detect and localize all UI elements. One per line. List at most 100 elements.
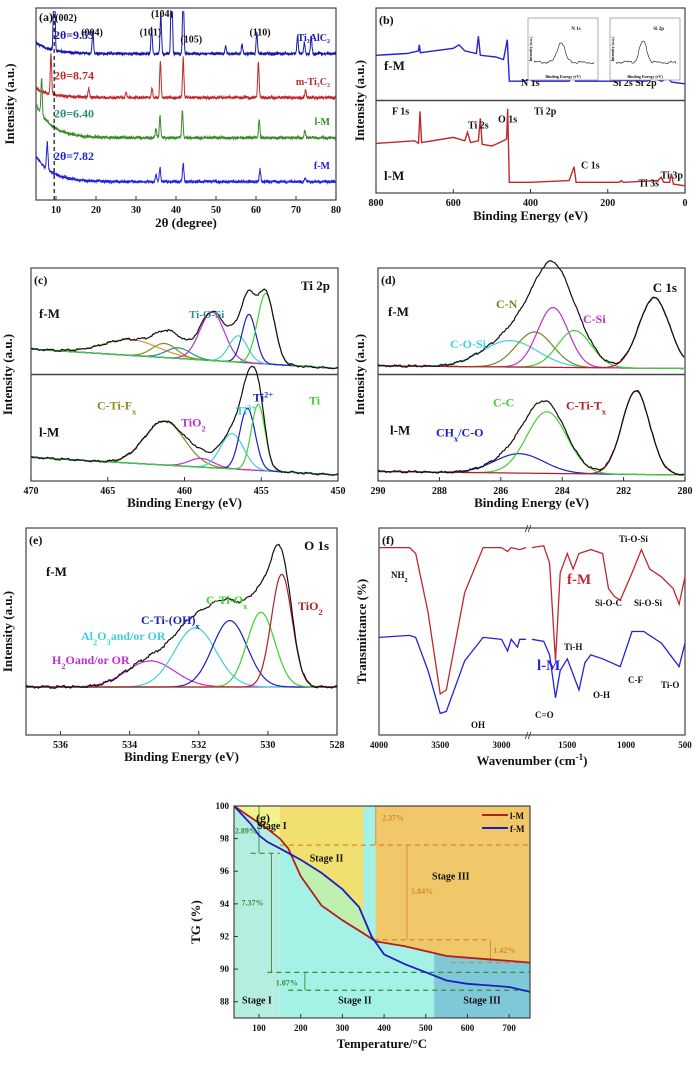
xps-annotation: O 1s	[498, 115, 517, 126]
panel-label-g: (g)	[256, 811, 270, 825]
x-tick-label: 700	[502, 1023, 516, 1033]
ftir-annotation: Ti-O	[661, 680, 679, 690]
ftir-l-M-right	[531, 630, 686, 698]
o1s-f-M-envelope	[25, 543, 338, 690]
x-axis-label: Binding Energy (eV)	[124, 749, 239, 764]
y-tick-label: 88	[220, 997, 230, 1007]
c1s-f-M-envelope	[377, 260, 685, 368]
peak-label: Ti3+	[236, 403, 256, 418]
xrd-annotation: (110)	[249, 27, 270, 38]
x-tick-label: 50	[211, 205, 221, 216]
y-tick-label: 100	[216, 801, 230, 811]
ftir-annotation: O-H	[593, 690, 610, 700]
sample-label-l-M: l-M	[384, 168, 404, 183]
y-tick-label: 90	[220, 964, 230, 974]
xrd-series-f-M	[35, 141, 337, 185]
mass-loss-label: 7.37%	[242, 898, 264, 907]
peak-label: C-Ti-Tx	[566, 399, 607, 417]
y-tick-label: 92	[220, 931, 230, 941]
x-tick-label: 282	[616, 486, 631, 497]
ftir-annotation: C-F	[628, 675, 643, 685]
panel-label-c: (c)	[34, 273, 47, 287]
peak-label: Ti	[309, 394, 321, 408]
mass-loss-label: 2.89%	[235, 827, 257, 836]
x-axis-label: Binding Energy (eV)	[127, 495, 242, 510]
peak-label: C-Ti-Ox	[206, 593, 248, 611]
xrd-series-m-Ti3C2	[35, 53, 337, 101]
xrd-series-label: l-M	[314, 117, 330, 128]
xrd-frame	[35, 7, 337, 201]
sample-label-f-M: f-M	[388, 304, 409, 319]
xrd-annotation: (004)	[81, 27, 103, 38]
inset-frame	[609, 17, 681, 81]
y-axis-label: Intensity (a.u.)	[352, 334, 367, 415]
inset-xlabel: Binding Energy (eV)	[627, 74, 663, 79]
y-axis-label: Intensity (a.u.)	[2, 63, 17, 144]
sample-label-l-M: l-M	[537, 658, 560, 674]
ti2p-l-M-envelope	[30, 365, 339, 477]
x-tick-label: 0	[683, 198, 688, 209]
x-tick-label: 284	[555, 486, 570, 497]
x-tick-label: 70	[291, 205, 301, 216]
y-tick-label: 98	[220, 834, 230, 844]
peak-label: C-N	[496, 297, 518, 311]
spectrum-title: O 1s	[304, 538, 329, 553]
x-tick-label: 280	[678, 486, 693, 497]
y-tick-label: 94	[220, 899, 230, 909]
xps-annotation: Ti 3p	[661, 171, 684, 182]
ti2p-f-M-component	[30, 311, 339, 370]
xps-annotation: Si 2s Si 2p	[613, 78, 657, 89]
xrd-annotation: 2θ=7.82	[54, 149, 94, 163]
panel-label-b: (b)	[379, 13, 394, 27]
mass-loss-label: 2.37%	[382, 814, 404, 823]
peak-label: TiO2	[298, 599, 323, 617]
spectrum-title: C 1s	[653, 280, 677, 295]
ftir-annotation: Ti-H	[564, 642, 582, 652]
peak-label: C-O-Si	[450, 337, 487, 351]
x-tick-label: 20	[91, 205, 101, 216]
peak-label: C-Ti-(OH)x	[141, 613, 200, 631]
x-tick-label: 400	[523, 198, 538, 209]
x-tick-label: 1000	[617, 740, 636, 750]
x-tick-label: 3000	[492, 740, 511, 750]
x-tick-label: 530	[260, 740, 275, 751]
peak-label: C-Ti-Fx	[97, 399, 137, 417]
y-axis-label: Intensity (a.u.)	[352, 60, 367, 141]
spectrum-title: Ti 2p	[301, 278, 330, 293]
o1s-f-M-component	[26, 573, 337, 688]
xps-annotation: Ti 2s	[468, 121, 489, 132]
peak-label: C-C	[493, 396, 514, 410]
peak-label: Al2O3and/or OR	[81, 629, 166, 647]
x-axis-label: Binding Energy (eV)	[474, 495, 589, 510]
peak-label: Ti2+	[253, 390, 273, 405]
peak-label: TiO2	[181, 416, 206, 434]
xps-annotation: Ti 2p	[534, 107, 557, 118]
x-tick-label: 288	[432, 486, 447, 497]
x-axis-label: Wavenumber (cm-1)	[477, 752, 588, 768]
x-tick-label: 200	[294, 1023, 308, 1033]
panel-label-e: (e)	[29, 533, 42, 547]
legend-label: f-M	[510, 824, 525, 834]
x-tick-label: 500	[419, 1023, 433, 1033]
x-tick-label: 600	[461, 1023, 475, 1033]
y-axis-label: TG (%)	[188, 900, 203, 944]
peak-label: Ti-O-Si	[189, 309, 224, 321]
sample-label-f-M: f-M	[46, 564, 67, 579]
stage-region	[234, 806, 280, 1018]
stage-label: Stage I	[257, 821, 287, 832]
x-tick-label: 290	[371, 486, 386, 497]
x-tick-label: 460	[177, 486, 192, 497]
xps-annotation: F 1s	[392, 107, 409, 118]
x-tick-label: 200	[600, 198, 615, 209]
c1s-l-M-component	[378, 411, 684, 476]
ftir-annotation: OH	[471, 720, 485, 730]
xrd-annotation: (002)	[55, 13, 77, 24]
xrd-series-l-M	[35, 78, 337, 142]
sample-label-l-M: l-M	[390, 423, 410, 438]
x-tick-label: 528	[330, 740, 345, 751]
stage-region-overlap	[279, 838, 376, 942]
panel-label-a: (a)	[39, 10, 53, 24]
x-tick-label: 536	[53, 740, 68, 751]
x-tick-label: 465	[100, 486, 115, 497]
ftir-annotation: Ti-O-Si	[619, 534, 648, 544]
